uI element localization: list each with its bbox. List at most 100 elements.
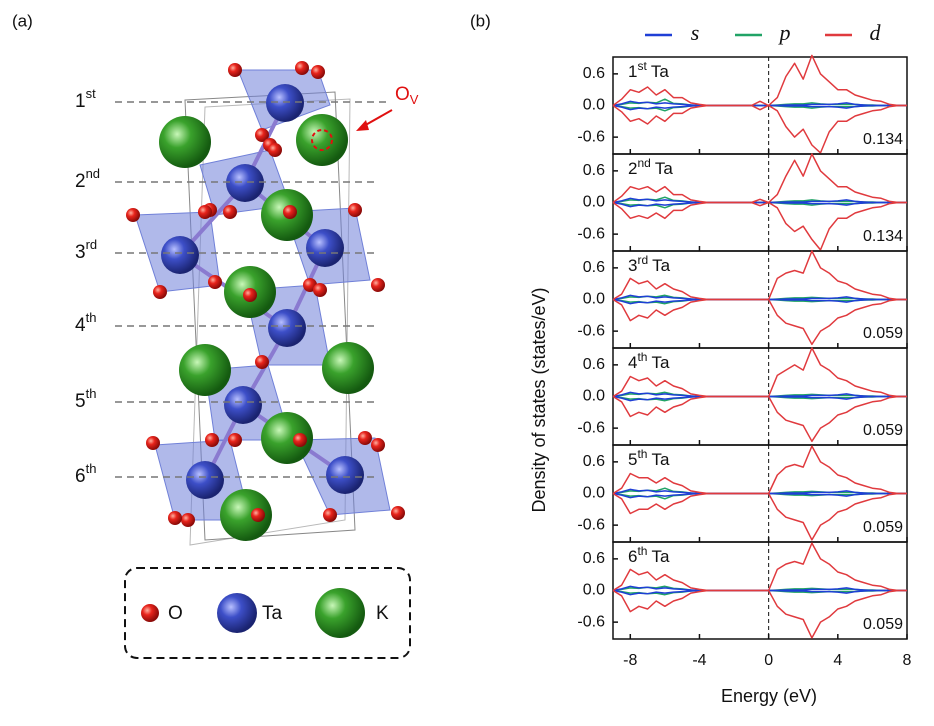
o-atom <box>358 431 372 445</box>
y-tick-label: 0.6 <box>583 259 605 276</box>
dos-line <box>612 201 907 208</box>
y-tick-label: 0.6 <box>583 453 605 470</box>
title-number: 6 <box>628 547 637 566</box>
title-name: Ta <box>651 547 670 566</box>
o-atom <box>168 511 182 525</box>
k-atom <box>220 489 272 541</box>
y-tick-label: -0.6 <box>577 225 605 242</box>
panel-title: 3rd Ta <box>628 253 671 275</box>
panel-title: 1st Ta <box>628 59 669 81</box>
y-tick-label: -0.6 <box>577 613 605 630</box>
x-tick-label: -8 <box>623 652 637 669</box>
o-atom <box>313 283 327 297</box>
o-atom <box>208 275 222 289</box>
title-name: Ta <box>651 450 670 469</box>
dos-line <box>612 492 907 541</box>
legend-label: K <box>376 603 389 624</box>
layer-label: 4th <box>75 310 96 336</box>
x-tick-label: 8 <box>903 652 912 669</box>
y-tick-label: 0.6 <box>583 65 605 82</box>
dos-line <box>612 54 907 107</box>
legend-box <box>124 567 411 659</box>
title-number: 1 <box>628 62 637 81</box>
legend-atom <box>315 588 365 638</box>
panel-title: 5th Ta <box>628 447 670 469</box>
annotation: 0.059 <box>863 422 903 439</box>
ta-atom <box>306 229 344 267</box>
layer-label: 5th <box>75 386 96 412</box>
o-atom <box>255 355 269 369</box>
title-suffix: st <box>637 59 647 73</box>
o-atom <box>181 513 195 527</box>
layer-suffix: th <box>86 310 97 325</box>
o-atom <box>311 65 325 79</box>
annotation: 0.059 <box>863 325 903 342</box>
o-atom <box>228 63 242 77</box>
vacancy <box>311 129 333 151</box>
y-tick-label: -0.6 <box>577 322 605 339</box>
x-tick-label: 4 <box>833 652 842 669</box>
dos-line <box>612 298 907 346</box>
y-tick-label: 0.0 <box>583 388 605 405</box>
o-atom <box>126 208 140 222</box>
vacancy-label: OV <box>395 84 419 107</box>
o-atom <box>283 205 297 219</box>
y-axis-label: Density of states (states/eV) <box>529 287 549 512</box>
x-tick-label: -4 <box>692 652 706 669</box>
y-tick-label: 0.6 <box>583 550 605 567</box>
layer-suffix: st <box>86 86 97 101</box>
layer-number: 6 <box>75 466 86 487</box>
k-atom <box>159 116 211 168</box>
legend-label: O <box>168 603 183 624</box>
title-name: Ta <box>652 256 671 275</box>
o-atom <box>243 288 257 302</box>
panel-title: 4th Ta <box>628 350 670 372</box>
title-name: Ta <box>655 159 674 178</box>
o-atom <box>255 128 269 142</box>
dos-line <box>612 589 907 639</box>
layer-number: 2 <box>75 171 86 192</box>
title-name: Ta <box>651 353 670 372</box>
layer-label: 3rd <box>75 237 97 263</box>
layer-number: 5 <box>75 391 86 412</box>
x-tick-label: 0 <box>764 652 773 669</box>
title-suffix: nd <box>637 156 650 170</box>
y-tick-label: -0.6 <box>577 516 605 533</box>
layer-label: 1st <box>75 86 96 112</box>
layer-number: 1 <box>75 91 86 112</box>
o-atom <box>293 433 307 447</box>
o-atom <box>371 438 385 452</box>
title-suffix: th <box>637 447 647 461</box>
o-atom <box>295 61 309 75</box>
o-atom <box>391 506 405 520</box>
layer-suffix: rd <box>86 237 98 252</box>
o-atom <box>251 508 265 522</box>
o-atom <box>268 143 282 157</box>
dos-line <box>612 104 907 154</box>
o-atom <box>153 285 167 299</box>
ta-atom <box>268 309 306 347</box>
k-atom <box>261 412 313 464</box>
dos-line <box>612 104 907 111</box>
y-tick-label: 0.0 <box>583 291 605 308</box>
layer-suffix: nd <box>86 166 100 181</box>
y-tick-label: -0.6 <box>577 419 605 436</box>
k-atom <box>322 342 374 394</box>
o-atom <box>205 433 219 447</box>
ta-atom <box>186 461 224 499</box>
arrow-head <box>356 120 369 131</box>
layer-lines <box>115 101 390 478</box>
title-suffix: rd <box>637 253 648 267</box>
ta-atom <box>226 164 264 202</box>
ta-atom <box>224 386 262 424</box>
title-suffix: th <box>637 544 647 558</box>
o-atom <box>198 205 212 219</box>
dos-line <box>612 201 907 251</box>
o-atom <box>323 508 337 522</box>
layer-suffix: th <box>86 386 97 401</box>
y-tick-label: 0.0 <box>583 97 605 114</box>
y-tick-label: 0.6 <box>583 162 605 179</box>
ta-atom <box>326 456 364 494</box>
